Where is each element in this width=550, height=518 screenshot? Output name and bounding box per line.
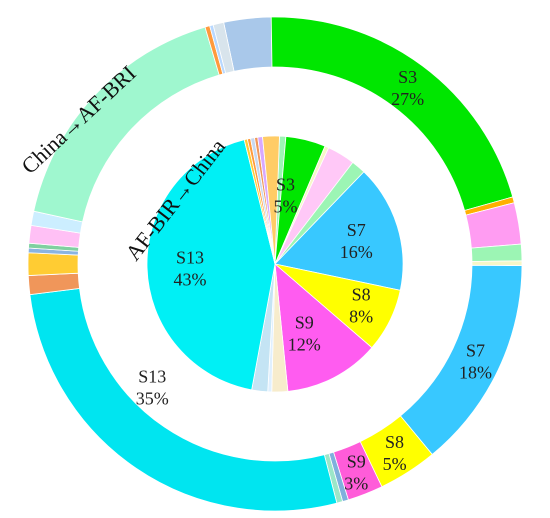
slice-percent-label: 18%: [459, 362, 492, 382]
pie-slice-s7: [274, 171, 404, 291]
slice-name-label: S3: [398, 67, 417, 87]
slice-name-label: S3: [276, 175, 295, 195]
slice-labels: S327%S718%S85%S93%S1335%S35%S716%S88%S91…: [136, 67, 492, 494]
slice-percent-label: 3%: [344, 474, 368, 494]
slice-name-label: S8: [385, 432, 404, 452]
pie-slice: [471, 260, 523, 267]
slice-percent-label: 43%: [174, 270, 207, 290]
slice-name-label: S13: [176, 248, 204, 268]
slice-percent-label: 5%: [273, 197, 297, 217]
slice-name-label: S7: [347, 220, 366, 240]
slice-percent-label: 35%: [136, 389, 169, 409]
slice-name-label: S7: [466, 340, 485, 360]
pie-slice: [212, 21, 235, 74]
slice-percent-label: 16%: [340, 242, 373, 262]
slice-percent-label: 5%: [383, 454, 407, 474]
pie-slice-s13: [146, 139, 276, 391]
slice-percent-label: 12%: [288, 334, 321, 354]
pie-slice: [262, 135, 280, 265]
slice-name-label: S8: [352, 285, 371, 305]
outer-ring: [27, 16, 523, 512]
pie-slice-s13: [29, 288, 338, 512]
slice-name-label: S9: [347, 452, 366, 472]
slice-name-label: S9: [295, 312, 314, 332]
slice-percent-label: 8%: [349, 307, 373, 327]
pie-slice-s7: [399, 264, 523, 456]
pie-slice: [27, 252, 79, 276]
pie-slice-s9: [274, 263, 373, 392]
slice-percent-label: 27%: [391, 89, 424, 109]
slice-name-label: S13: [138, 367, 166, 387]
inner-pie: [146, 135, 404, 393]
